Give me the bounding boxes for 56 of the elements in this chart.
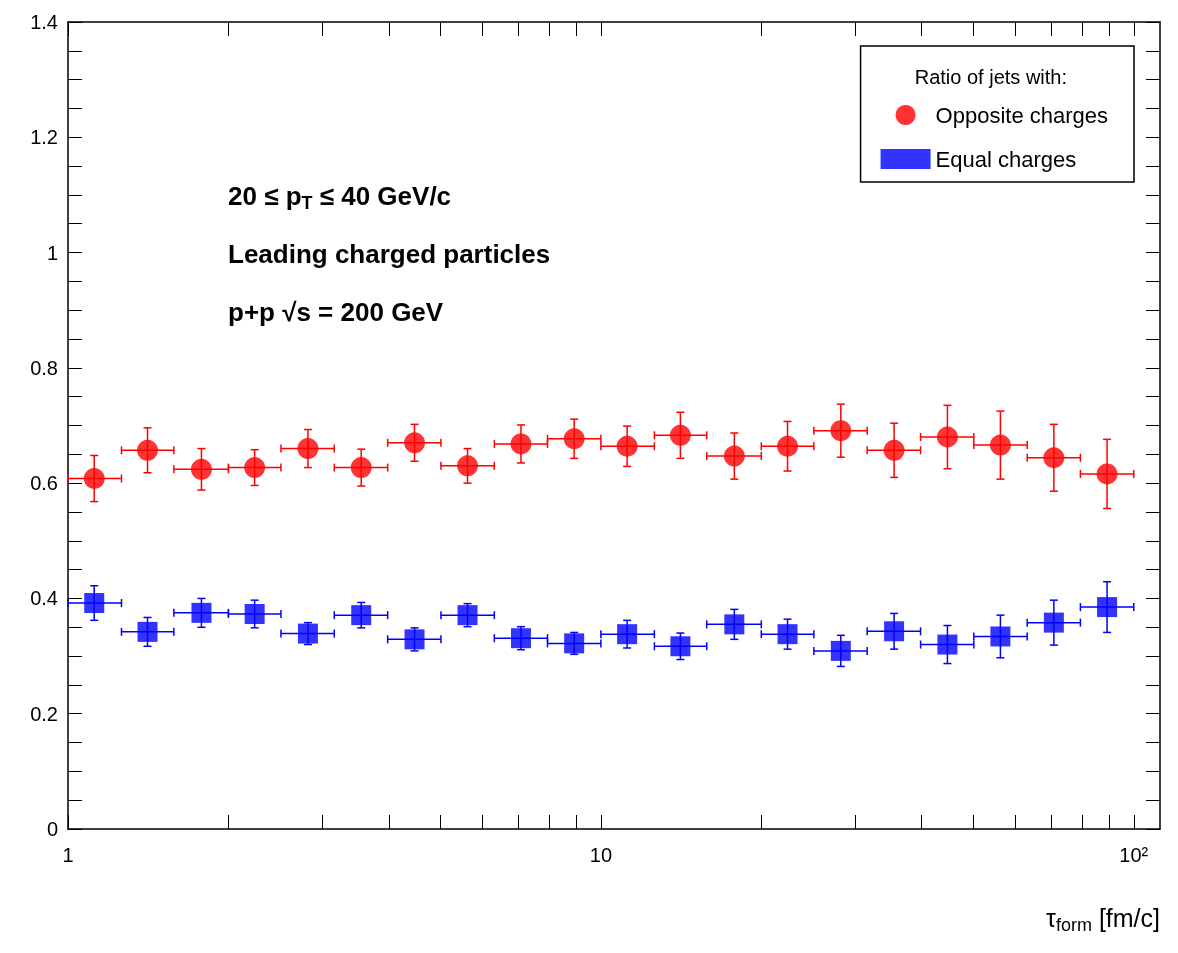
- point: [404, 432, 426, 454]
- point: [936, 426, 958, 448]
- point: [1043, 447, 1065, 469]
- point: [616, 435, 638, 457]
- point: [777, 624, 798, 645]
- point: [1096, 463, 1118, 485]
- point: [297, 438, 319, 460]
- point: [510, 628, 531, 649]
- point: [404, 629, 425, 650]
- point: [297, 623, 318, 644]
- point: [244, 457, 266, 479]
- point: [137, 439, 159, 461]
- point: [190, 458, 212, 480]
- legend-title: Ratio of jets with:: [914, 66, 1068, 88]
- point: [724, 614, 745, 635]
- point: [723, 445, 745, 467]
- point: [989, 434, 1011, 456]
- point: [617, 624, 638, 645]
- point: [937, 634, 958, 655]
- point: [1097, 597, 1118, 618]
- y-tick-label: 1.2: [30, 126, 58, 149]
- point: [884, 621, 905, 642]
- annotation: p+p √s = 200 GeV: [228, 297, 444, 327]
- point: [883, 439, 905, 461]
- y-tick-label: 0.2: [30, 702, 58, 725]
- x-tick-label: 1: [62, 844, 74, 866]
- point: [457, 455, 479, 477]
- y-tick-label: 1: [46, 241, 58, 264]
- point: [351, 605, 372, 626]
- point: [137, 621, 158, 642]
- point: [669, 424, 691, 446]
- point: [563, 428, 585, 450]
- point: [1043, 612, 1064, 633]
- point: [350, 457, 372, 479]
- point: [191, 602, 212, 623]
- point: [564, 633, 585, 654]
- point: [244, 603, 265, 624]
- point: [83, 468, 105, 490]
- y-tick-label: 1.4: [30, 11, 58, 33]
- legend-label: Opposite charges: [935, 102, 1108, 128]
- x-tick-label: 10²: [1119, 844, 1149, 866]
- annotation: Leading charged particles: [228, 239, 551, 269]
- point: [510, 433, 532, 455]
- y-tick-label: 0.8: [30, 356, 58, 379]
- legend-label: Equal charges: [935, 146, 1077, 172]
- point: [457, 605, 478, 626]
- point: [777, 435, 799, 457]
- y-tick-label: 0.6: [30, 472, 58, 495]
- x-tick-label: 10: [589, 844, 613, 866]
- point: [670, 636, 691, 657]
- point: [990, 626, 1011, 647]
- y-tick-label: 0.4: [30, 587, 58, 610]
- point: [84, 593, 105, 614]
- y-tick-label: 0: [46, 818, 58, 840]
- point: [830, 640, 851, 661]
- point: [830, 420, 852, 442]
